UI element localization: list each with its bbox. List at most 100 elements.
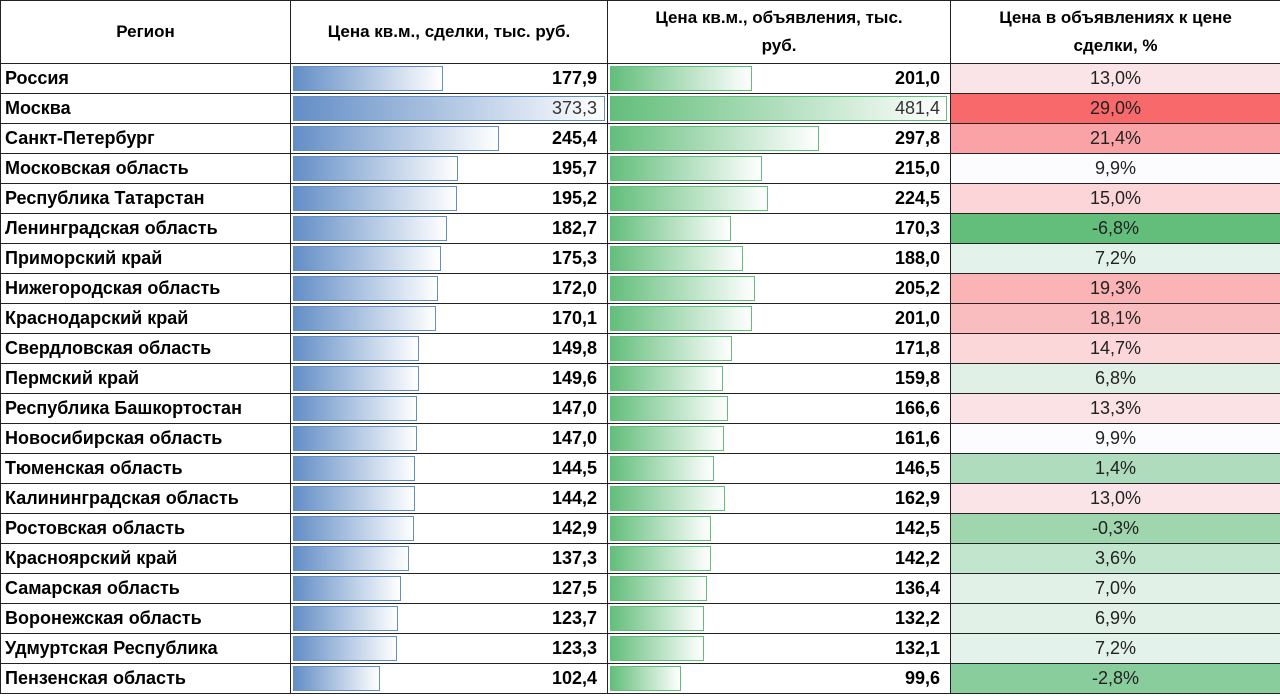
region-cell[interactable]: Красноярский край (0, 543, 291, 574)
ratio-cell[interactable]: -6,8% (950, 213, 1280, 244)
ad-price-cell[interactable]: 132,1 (607, 633, 951, 664)
deal-price-cell[interactable]: 137,3 (290, 543, 608, 574)
ratio-cell[interactable]: 13,0% (950, 63, 1280, 94)
ratio-cell[interactable]: 9,9% (950, 423, 1280, 454)
deal-price-value: 123,3 (551, 638, 597, 658)
ad-price-cell[interactable]: 161,6 (607, 423, 951, 454)
deal-price-cell[interactable]: 127,5 (290, 573, 608, 604)
ratio-cell[interactable]: 3,6% (950, 543, 1280, 574)
table-row: Ростовская область 142,9 142,5 -0,3% (0, 513, 1280, 544)
ad-price-cell[interactable]: 166,6 (607, 393, 951, 424)
ratio-cell[interactable]: 29,0% (950, 93, 1280, 124)
deal-price-cell[interactable]: 123,7 (290, 603, 608, 634)
deal-price-value: 177,9 (551, 68, 597, 88)
ad-price-value: 170,3 (894, 218, 940, 238)
region-cell[interactable]: Воронежская область (0, 603, 291, 634)
region-cell[interactable]: Ростовская область (0, 513, 291, 544)
ratio-cell[interactable]: 1,4% (950, 453, 1280, 484)
table-row: Калининградская область 144,2 162,9 13,0… (0, 483, 1280, 514)
region-cell[interactable]: Санкт-Петербург (0, 123, 291, 154)
deal-price-bar (293, 186, 458, 211)
deal-price-cell[interactable]: 142,9 (290, 513, 608, 544)
deal-price-cell[interactable]: 147,0 (290, 423, 608, 454)
table-row: Удмуртская Республика 123,3 132,1 7,2% (0, 633, 1280, 664)
ratio-cell[interactable]: 19,3% (950, 273, 1280, 304)
deal-price-cell[interactable]: 175,3 (290, 243, 608, 274)
ratio-cell[interactable]: 6,8% (950, 363, 1280, 394)
ad-price-cell[interactable]: 201,0 (607, 63, 951, 94)
table-row: Краснодарский край 170,1 201,0 18,1% (0, 303, 1280, 334)
ratio-cell[interactable]: 15,0% (950, 183, 1280, 214)
region-cell[interactable]: Удмуртская Республика (0, 633, 291, 664)
deal-price-cell[interactable]: 144,5 (290, 453, 608, 484)
ad-price-cell[interactable]: 205,2 (607, 273, 951, 304)
deal-price-cell[interactable]: 149,6 (290, 363, 608, 394)
deal-price-cell[interactable]: 182,7 (290, 213, 608, 244)
deal-price-cell[interactable]: 172,0 (290, 273, 608, 304)
ad-price-cell[interactable]: 159,8 (607, 363, 951, 394)
ad-price-cell[interactable]: 99,6 (607, 663, 951, 694)
region-cell[interactable]: Тюменская область (0, 453, 291, 484)
deal-price-cell[interactable]: 177,9 (290, 63, 608, 94)
ad-price-value: 481,4 (894, 98, 940, 118)
ad-price-cell[interactable]: 170,3 (607, 213, 951, 244)
ad-price-cell[interactable]: 297,8 (607, 123, 951, 154)
ratio-cell[interactable]: 7,2% (950, 633, 1280, 664)
region-cell[interactable]: Московская область (0, 153, 291, 184)
deal-price-cell[interactable]: 195,7 (290, 153, 608, 184)
deal-price-value: 127,5 (551, 578, 597, 598)
region-cell[interactable]: Краснодарский край (0, 303, 291, 334)
ad-price-cell[interactable]: 215,0 (607, 153, 951, 184)
ratio-cell[interactable]: -2,8% (950, 663, 1280, 694)
deal-price-cell[interactable]: 195,2 (290, 183, 608, 214)
region-cell[interactable]: Нижегородская область (0, 273, 291, 304)
region-cell[interactable]: Республика Башкортостан (0, 393, 291, 424)
deal-price-cell[interactable]: 144,2 (290, 483, 608, 514)
ad-price-cell[interactable]: 132,2 (607, 603, 951, 634)
region-cell[interactable]: Калининградская область (0, 483, 291, 514)
ratio-cell[interactable]: -0,3% (950, 513, 1280, 544)
ad-price-cell[interactable]: 142,5 (607, 513, 951, 544)
ratio-cell[interactable]: 21,4% (950, 123, 1280, 154)
deal-price-cell[interactable]: 102,4 (290, 663, 608, 694)
deal-price-cell[interactable]: 123,3 (290, 633, 608, 664)
ad-price-cell[interactable]: 224,5 (607, 183, 951, 214)
ad-price-cell[interactable]: 136,4 (607, 573, 951, 604)
region-cell[interactable]: Новосибирская область (0, 423, 291, 454)
ad-price-cell[interactable]: 171,8 (607, 333, 951, 364)
ratio-cell[interactable]: 13,0% (950, 483, 1280, 514)
region-cell[interactable]: Москва (0, 93, 291, 124)
region-cell[interactable]: Республика Татарстан (0, 183, 291, 214)
ad-price-cell[interactable]: 201,0 (607, 303, 951, 334)
region-cell[interactable]: Пензенская область (0, 663, 291, 694)
region-cell[interactable]: Приморский край (0, 243, 291, 274)
region-cell[interactable]: Ленинградская область (0, 213, 291, 244)
deal-price-cell[interactable]: 245,4 (290, 123, 608, 154)
region-cell[interactable]: Самарская область (0, 573, 291, 604)
ratio-cell[interactable]: 14,7% (950, 333, 1280, 364)
deal-price-bar (293, 666, 381, 691)
ratio-cell[interactable]: 9,9% (950, 153, 1280, 184)
ratio-cell[interactable]: 7,2% (950, 243, 1280, 274)
deal-price-cell[interactable]: 373,3 (290, 93, 608, 124)
ad-price-cell[interactable]: 481,4 (607, 93, 951, 124)
region-cell[interactable]: Россия (0, 63, 291, 94)
ratio-cell[interactable]: 6,9% (950, 603, 1280, 634)
deal-price-cell[interactable]: 147,0 (290, 393, 608, 424)
ad-price-value: 132,2 (894, 608, 940, 628)
deal-price-cell[interactable]: 170,1 (290, 303, 608, 334)
ad-price-cell[interactable]: 188,0 (607, 243, 951, 274)
ratio-cell[interactable]: 7,0% (950, 573, 1280, 604)
ratio-cell[interactable]: 13,3% (950, 393, 1280, 424)
deal-price-value: 147,0 (551, 398, 597, 418)
ratio-cell[interactable]: 18,1% (950, 303, 1280, 334)
table-row: Воронежская область 123,7 132,2 6,9% (0, 603, 1280, 634)
table-row: Республика Башкортостан 147,0 166,6 13,3… (0, 393, 1280, 424)
ad-price-cell[interactable]: 146,5 (607, 453, 951, 484)
ad-price-cell[interactable]: 162,9 (607, 483, 951, 514)
deal-price-cell[interactable]: 149,8 (290, 333, 608, 364)
region-cell[interactable]: Свердловская область (0, 333, 291, 364)
deal-price-bar (293, 516, 414, 541)
ad-price-cell[interactable]: 142,2 (607, 543, 951, 574)
region-cell[interactable]: Пермский край (0, 363, 291, 394)
